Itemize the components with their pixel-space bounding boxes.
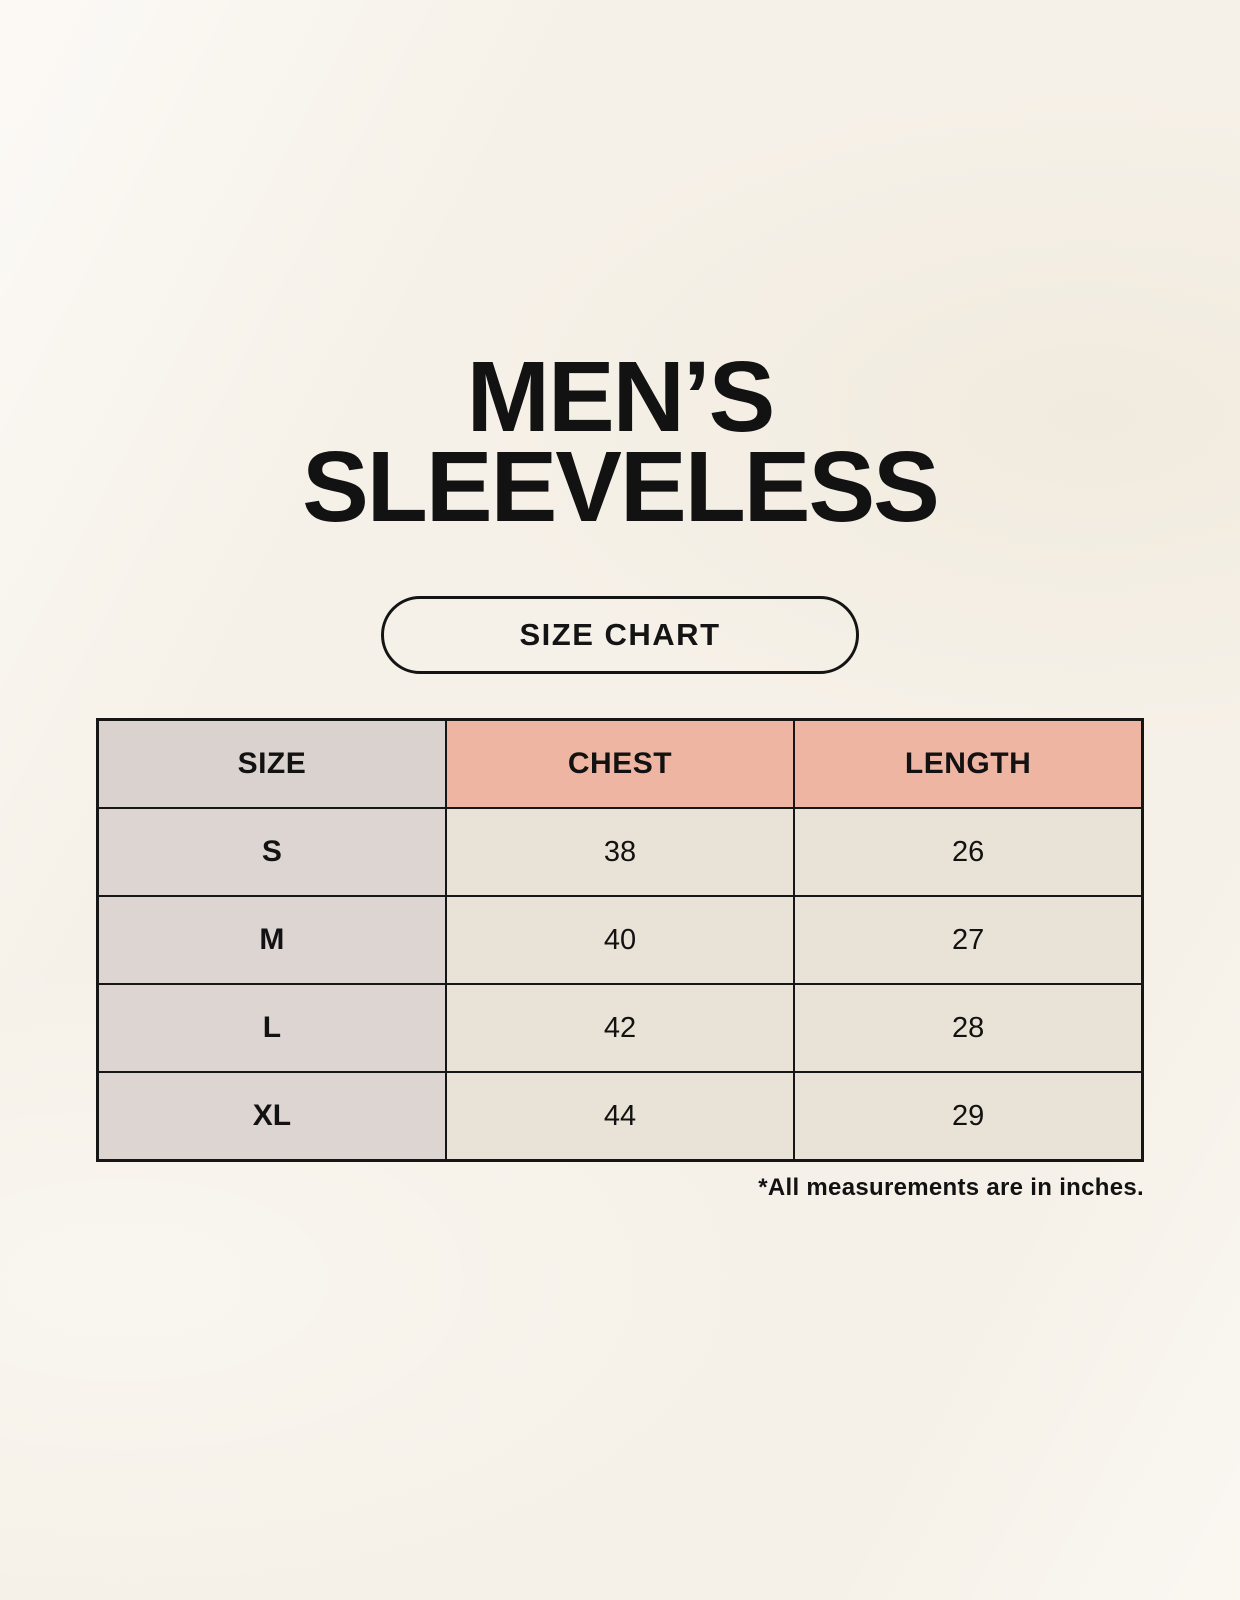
chest-cell: 38 bbox=[444, 807, 796, 897]
table-row-s: S 38 26 bbox=[96, 807, 1144, 897]
size-cell: M bbox=[96, 895, 447, 985]
chest-cell: 40 bbox=[444, 895, 796, 985]
length-cell: 29 bbox=[793, 1071, 1144, 1162]
table-row-m: M 40 27 bbox=[96, 895, 1144, 985]
title-line-2: SLEEVELESS bbox=[302, 431, 940, 543]
chest-cell: 44 bbox=[444, 1071, 796, 1162]
table-row-l: L 42 28 bbox=[96, 983, 1144, 1073]
measurements-note: *All measurements are in inches. bbox=[758, 1174, 1144, 1201]
size-table: SIZE CHEST LENGTH S 38 26 M 40 27 L 42 2… bbox=[96, 718, 1144, 1162]
table-row-xl: XL 44 29 bbox=[96, 1071, 1144, 1162]
table-header-row: SIZE CHEST LENGTH bbox=[96, 718, 1144, 809]
length-cell: 27 bbox=[793, 895, 1144, 985]
column-header-chest: CHEST bbox=[444, 718, 796, 809]
page-title: MEN’S SLEEVELESS bbox=[0, 0, 1240, 543]
column-header-length: LENGTH bbox=[793, 718, 1144, 809]
size-cell: XL bbox=[96, 1071, 447, 1162]
chest-cell: 42 bbox=[444, 983, 796, 1073]
length-cell: 26 bbox=[793, 807, 1144, 897]
title-line-1: MEN’S bbox=[466, 341, 776, 453]
column-header-size: SIZE bbox=[96, 718, 447, 809]
size-cell: L bbox=[96, 983, 447, 1073]
size-cell: S bbox=[96, 807, 447, 897]
size-chart-button[interactable]: SIZE CHART bbox=[381, 596, 859, 674]
length-cell: 28 bbox=[793, 983, 1144, 1073]
